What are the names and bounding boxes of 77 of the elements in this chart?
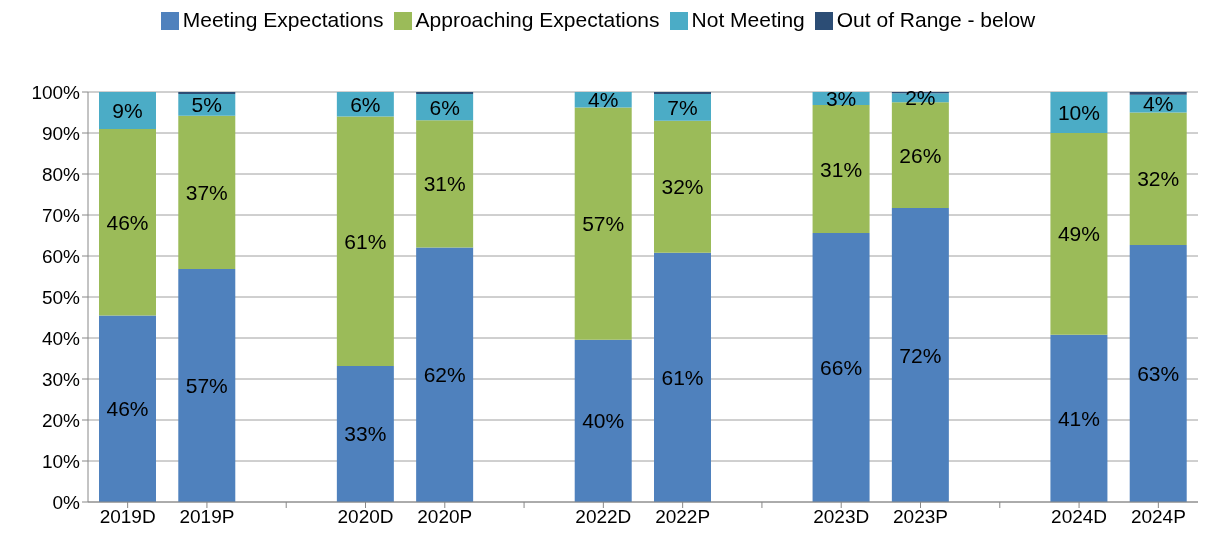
data-label: 7% [667,95,698,119]
y-tick-label: 80% [41,163,81,185]
data-label: 57% [582,212,625,236]
x-tick-label: 2023D [813,506,870,528]
data-label: 66% [820,356,863,380]
bar [416,120,474,248]
bar [891,208,949,502]
bar [178,115,236,270]
data-label: 9% [112,98,143,122]
x-tick-label: 2024P [1130,506,1186,528]
bar [1129,92,1187,95]
data-label: 32% [661,175,704,199]
data-label: 61% [344,229,387,253]
data-label: 33% [344,422,387,446]
y-tick-label: 20% [41,409,81,431]
x-tick-label: 2024D [1051,506,1108,528]
data-label: 49% [1057,222,1100,246]
data-label: 10% [1057,101,1100,124]
bar [99,128,156,316]
y-tick-label: 40% [41,327,81,349]
bar [336,116,394,366]
y-tick-label: 50% [41,286,81,308]
bar [812,105,870,234]
x-tick-label: 2023P [893,506,948,528]
data-label: 6% [429,95,460,119]
x-tick-label: 2022D [575,506,632,528]
x-tick-label: 2019P [179,506,235,528]
legend-label: Out of Range - below [836,8,1036,31]
bar [178,269,236,502]
data-label: 6% [350,92,381,116]
bar [416,247,474,502]
data-label: 37% [185,180,228,204]
data-label: 32% [1137,167,1180,191]
y-tick-label: 10% [41,450,81,472]
legend-label: Approaching Expectations [415,8,660,31]
data-label: 3% [825,87,857,111]
y-tick-label: 100% [31,81,81,103]
legend-label: Not Meeting [691,8,805,31]
x-tick-label: 2020D [337,506,394,528]
data-label: 5% [191,93,222,117]
x-tick-label: 2020P [417,506,473,528]
data-label: 72% [899,343,942,367]
bar [336,365,394,502]
data-label: 61% [661,365,704,389]
data-label: 46% [106,210,149,234]
y-tick-label: 90% [41,122,81,144]
x-tick-label: 2022P [655,506,711,528]
y-tick-label: 60% [41,245,81,267]
bar [416,92,474,95]
bar [574,339,632,502]
bar [812,233,870,502]
bar [178,92,236,95]
data-label: 31% [820,157,863,181]
data-label: 26% [899,143,942,167]
data-label: 4% [1143,92,1174,116]
legend-label: Meeting Expectations [182,8,384,31]
bar [1129,244,1187,502]
bar [654,92,711,95]
y-tick-label: 0% [52,491,81,513]
bar [1050,133,1108,335]
bar [654,252,711,502]
bar [1129,112,1187,245]
data-label: 62% [423,363,466,387]
bar [1050,334,1108,502]
data-label: 4% [588,88,619,112]
y-tick-label: 70% [41,204,81,226]
data-label: 41% [1057,406,1100,430]
data-label: 40% [582,409,625,433]
bar [574,107,632,340]
x-tick-label: 2019D [99,506,156,528]
y-tick-label: 30% [41,368,81,390]
data-label: 57% [185,374,228,398]
data-label: 63% [1137,361,1180,385]
data-label: 31% [423,172,466,196]
bar [99,315,156,502]
bar [654,120,711,253]
data-label: 46% [106,397,149,421]
